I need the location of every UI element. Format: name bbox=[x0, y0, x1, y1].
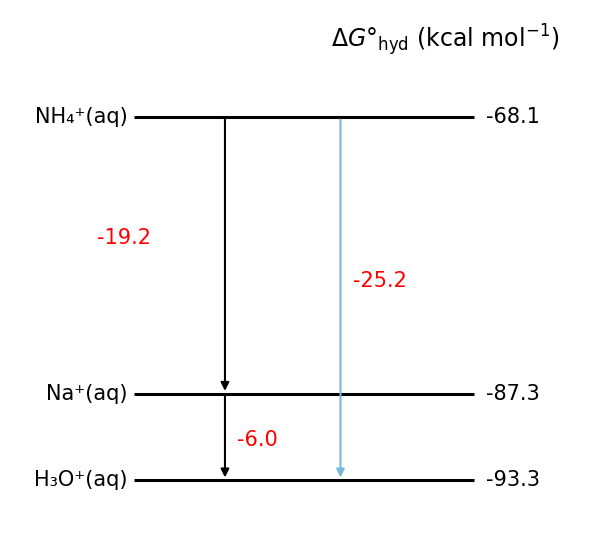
Text: -68.1: -68.1 bbox=[486, 107, 541, 127]
Text: NH₄⁺(aq): NH₄⁺(aq) bbox=[35, 107, 128, 127]
Text: -93.3: -93.3 bbox=[486, 470, 541, 490]
Text: -6.0: -6.0 bbox=[237, 430, 278, 450]
Text: -19.2: -19.2 bbox=[97, 228, 151, 248]
Text: H₃O⁺(aq): H₃O⁺(aq) bbox=[34, 470, 128, 490]
Text: -25.2: -25.2 bbox=[353, 271, 407, 291]
Text: -87.3: -87.3 bbox=[486, 384, 540, 404]
Text: $\Delta G\degree_{\mathregular{hyd}}$ (kcal mol$^{-1}$): $\Delta G\degree_{\mathregular{hyd}}$ (k… bbox=[331, 21, 559, 58]
Text: Na⁺(aq): Na⁺(aq) bbox=[46, 384, 128, 404]
